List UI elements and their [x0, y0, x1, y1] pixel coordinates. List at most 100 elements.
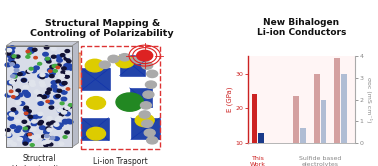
Bar	[81, 68, 110, 90]
Bar	[300, 128, 306, 143]
Circle shape	[15, 129, 20, 132]
Circle shape	[25, 112, 30, 116]
Circle shape	[50, 72, 55, 75]
Circle shape	[11, 55, 15, 58]
Circle shape	[10, 63, 14, 66]
Circle shape	[66, 54, 71, 58]
Circle shape	[12, 96, 15, 98]
Circle shape	[65, 87, 70, 90]
Circle shape	[147, 137, 158, 144]
Circle shape	[36, 114, 42, 118]
Circle shape	[28, 47, 33, 51]
Circle shape	[9, 90, 13, 92]
Circle shape	[147, 70, 158, 78]
Circle shape	[12, 55, 16, 57]
Circle shape	[52, 65, 56, 67]
Bar	[81, 46, 160, 149]
Circle shape	[63, 136, 67, 138]
Circle shape	[42, 95, 46, 98]
Circle shape	[53, 88, 59, 92]
Circle shape	[119, 54, 130, 61]
Circle shape	[30, 80, 35, 84]
Circle shape	[45, 134, 49, 137]
Circle shape	[54, 123, 59, 126]
Circle shape	[6, 48, 12, 52]
Circle shape	[60, 54, 65, 57]
Circle shape	[57, 59, 62, 62]
Circle shape	[22, 120, 26, 123]
Circle shape	[67, 60, 71, 63]
Circle shape	[35, 90, 40, 94]
Circle shape	[8, 112, 13, 116]
Circle shape	[13, 75, 17, 78]
Circle shape	[30, 83, 35, 86]
Bar	[131, 118, 160, 139]
Circle shape	[38, 95, 42, 98]
Circle shape	[34, 90, 39, 93]
Circle shape	[47, 117, 52, 120]
Circle shape	[62, 111, 67, 114]
FancyArrow shape	[53, 48, 156, 93]
Circle shape	[47, 122, 51, 125]
Bar	[81, 46, 160, 149]
Circle shape	[65, 112, 70, 116]
Circle shape	[15, 120, 20, 123]
Circle shape	[66, 88, 70, 90]
Circle shape	[19, 137, 25, 140]
Circle shape	[61, 97, 67, 101]
Circle shape	[56, 94, 60, 97]
Circle shape	[62, 90, 67, 94]
Circle shape	[6, 52, 11, 55]
Circle shape	[49, 106, 54, 109]
Circle shape	[27, 133, 31, 136]
Circle shape	[28, 133, 31, 136]
Circle shape	[87, 127, 105, 140]
Circle shape	[5, 93, 11, 97]
Polygon shape	[72, 42, 79, 147]
Circle shape	[47, 88, 51, 91]
Circle shape	[57, 116, 62, 120]
Circle shape	[28, 133, 33, 136]
Circle shape	[142, 62, 153, 69]
Text: This
Work: This Work	[250, 156, 266, 166]
Circle shape	[45, 136, 50, 139]
Circle shape	[18, 73, 22, 76]
Circle shape	[67, 67, 72, 71]
Circle shape	[48, 70, 52, 72]
Circle shape	[38, 62, 42, 65]
Circle shape	[43, 94, 49, 98]
Circle shape	[8, 86, 12, 89]
Circle shape	[108, 55, 119, 63]
Circle shape	[38, 74, 43, 78]
Bar	[252, 94, 257, 143]
Circle shape	[50, 65, 54, 68]
Circle shape	[39, 121, 43, 124]
Circle shape	[15, 55, 20, 58]
Circle shape	[66, 71, 71, 74]
Circle shape	[33, 137, 38, 140]
Circle shape	[14, 95, 19, 99]
Circle shape	[47, 128, 52, 131]
Circle shape	[26, 50, 29, 53]
Bar	[335, 58, 340, 143]
Circle shape	[14, 64, 19, 68]
Circle shape	[46, 136, 51, 139]
Circle shape	[12, 111, 18, 114]
Circle shape	[40, 73, 45, 77]
Circle shape	[144, 129, 155, 136]
Circle shape	[51, 85, 57, 88]
Circle shape	[12, 79, 16, 82]
Circle shape	[31, 127, 36, 130]
Circle shape	[28, 69, 33, 72]
Circle shape	[68, 104, 73, 106]
Circle shape	[141, 102, 152, 109]
Circle shape	[62, 82, 67, 84]
Circle shape	[23, 90, 28, 94]
Circle shape	[6, 48, 12, 51]
Circle shape	[16, 126, 22, 130]
Circle shape	[8, 58, 14, 62]
Circle shape	[38, 122, 42, 125]
Circle shape	[42, 141, 47, 144]
Circle shape	[11, 76, 16, 80]
Circle shape	[56, 118, 60, 121]
